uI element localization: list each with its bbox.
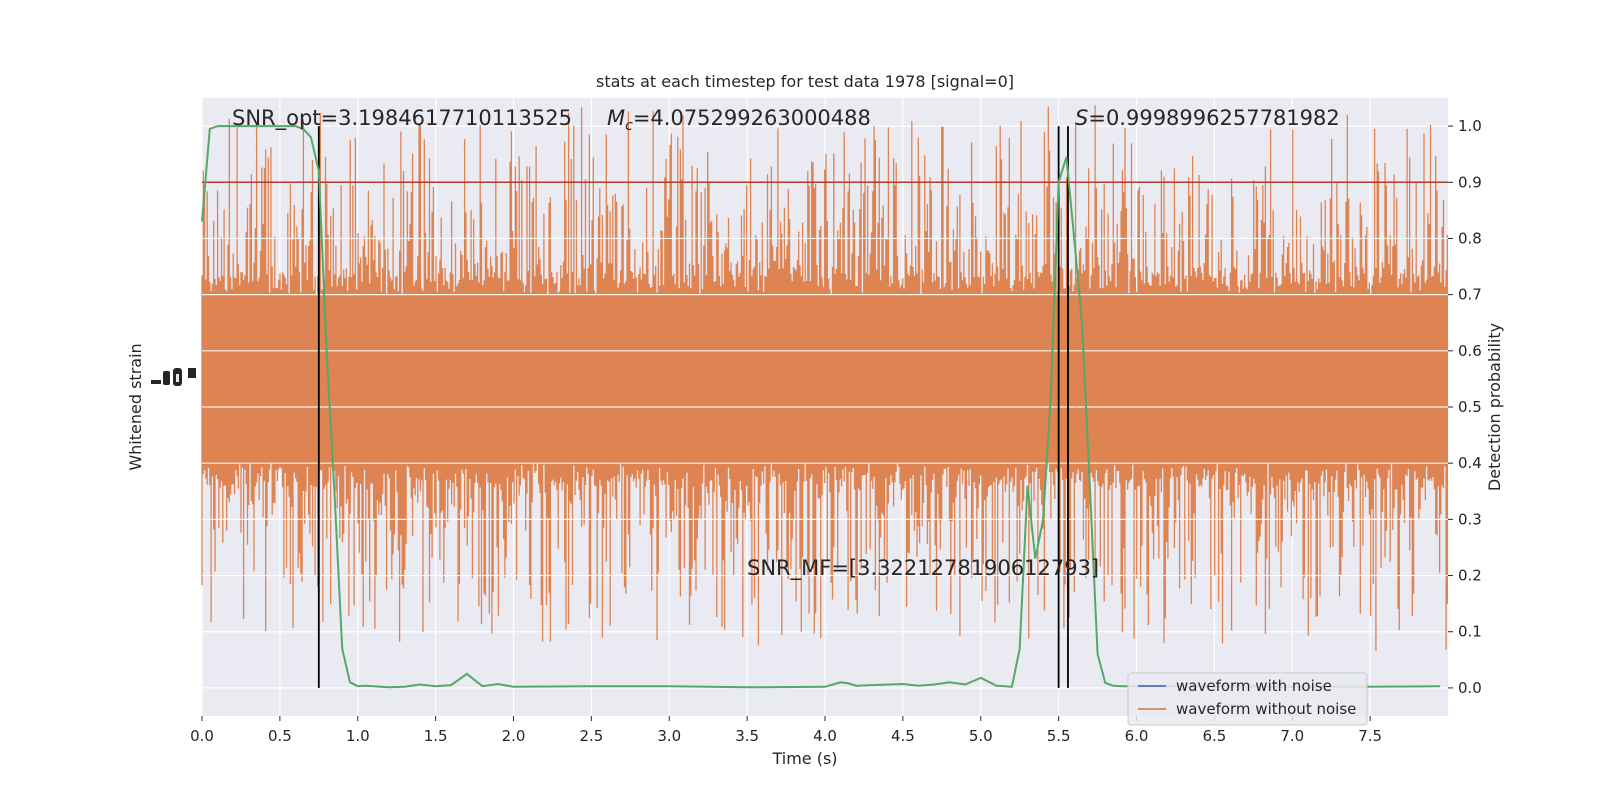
y-tick-label: 0.0 [1458,679,1482,697]
x-tick-label: 3.0 [657,727,681,745]
x-tick-label: 7.5 [1358,727,1382,745]
y-tick-label: 0.6 [1458,342,1482,360]
legend: waveform with noise waveform without noi… [1127,672,1368,726]
mc-subscript: c [625,118,633,134]
y-tick-label: 0.2 [1458,567,1482,585]
y-tick-label: 0.8 [1458,229,1482,247]
y-tick-label: 0.9 [1458,173,1482,191]
probability-series [201,125,1441,689]
y-axis-label-right: Detection probability [1485,323,1504,491]
y-tick-label: 0.3 [1458,510,1482,528]
y-tick-label: 0.7 [1458,286,1482,304]
chart-title: stats at each timestep for test data 197… [596,72,1014,91]
mc-value: =4.075299263000488 [633,106,871,130]
s-annotation: S=0.9998996257781982 [1075,106,1340,130]
legend-box [1127,672,1368,726]
snr-mf-annotation: SNR_MF=[3.3221278190612793] [747,556,1099,581]
vertical-markers [317,126,1069,688]
y-tick-label: 0.1 [1458,623,1482,641]
x-tick-label: 3.5 [735,727,759,745]
x-tick-label: 2.5 [579,727,603,745]
x-tick-label: 0.5 [268,727,292,745]
y-axis-label-left: Whitened strain [126,343,145,470]
s-symbol: S [1075,106,1088,130]
s-value: =0.9998996257781982 [1088,106,1339,130]
legend-label-with-noise: waveform with noise [1176,677,1332,695]
strain-band [201,105,1449,651]
left-axis-tick-cluster [151,368,196,386]
legend-label-without-noise: waveform without noise [1176,700,1356,718]
x-tick-label: 7.0 [1280,727,1304,745]
y-tick-label: 0.4 [1458,454,1482,472]
snr-opt-annotation: SNR_opt=3.1984617710113525 [232,106,572,131]
y-tick-label: 1.0 [1458,117,1482,135]
x-tick-label: 5.0 [969,727,993,745]
x-tick-label: 4.0 [813,727,837,745]
mc-annotation: Mc=4.075299263000488 [607,106,871,134]
x-tick-label: 4.5 [891,727,915,745]
x-tick-label: 0.0 [190,727,214,745]
x-tick-label: 6.5 [1202,727,1226,745]
mc-symbol: M [607,106,625,130]
x-tick-label: 1.5 [424,727,448,745]
x-tick-label: 5.5 [1047,727,1071,745]
y-tick-label: 0.5 [1458,398,1482,416]
probability-line [201,125,1441,689]
x-tick-label: 6.0 [1125,727,1149,745]
axes: 0.0 0.5 1.0 1.5 2.0 2.5 3.0 3.5 4.0 4.5 5.0 5.5 6.0 6… [190,117,1482,745]
x-axis-label: Time (s) [771,749,837,768]
x-tick-label: 2.0 [502,727,526,745]
x-tick-label: 1.0 [346,727,370,745]
